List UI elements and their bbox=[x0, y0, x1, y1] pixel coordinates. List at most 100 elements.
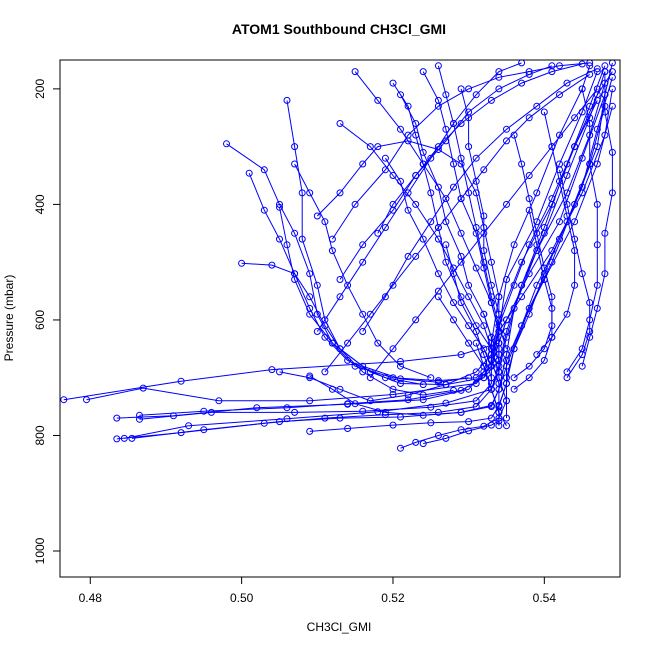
y-tick-label: 1000 bbox=[33, 537, 47, 564]
data-point bbox=[495, 293, 503, 301]
data-point bbox=[359, 258, 367, 266]
data-point bbox=[374, 96, 382, 104]
data-point bbox=[556, 166, 563, 174]
data-point bbox=[480, 362, 488, 370]
data-point bbox=[450, 183, 457, 191]
data-point bbox=[472, 264, 480, 272]
profile-series-38 bbox=[563, 85, 601, 376]
data-point bbox=[359, 241, 367, 249]
data-point bbox=[540, 356, 548, 364]
data-point bbox=[593, 241, 601, 249]
data-point bbox=[419, 411, 427, 419]
data-point bbox=[268, 261, 276, 269]
data-point bbox=[525, 362, 533, 370]
data-point bbox=[389, 172, 397, 179]
data-point bbox=[450, 299, 457, 307]
data-point bbox=[313, 212, 321, 220]
data-point bbox=[419, 68, 427, 76]
data-point bbox=[276, 235, 283, 243]
profile-series-39 bbox=[578, 68, 616, 370]
data-point bbox=[563, 172, 571, 179]
data-point bbox=[276, 368, 283, 376]
data-point bbox=[389, 421, 397, 429]
series-line bbox=[248, 173, 424, 386]
data-point bbox=[465, 322, 473, 330]
data-point bbox=[404, 189, 412, 197]
data-point bbox=[457, 408, 465, 416]
data-point bbox=[336, 120, 344, 127]
series-line bbox=[362, 68, 598, 332]
series-line bbox=[437, 296, 500, 413]
data-point bbox=[586, 120, 594, 127]
data-point bbox=[374, 143, 382, 151]
data-point bbox=[351, 200, 359, 208]
data-point bbox=[291, 408, 299, 416]
data-point bbox=[503, 397, 510, 405]
data-point bbox=[434, 293, 442, 301]
data-point bbox=[427, 218, 435, 226]
data-point bbox=[397, 362, 404, 370]
data-point bbox=[419, 235, 427, 243]
data-point bbox=[389, 385, 397, 393]
data-point bbox=[510, 374, 518, 382]
data-point bbox=[472, 328, 480, 335]
data-point bbox=[442, 195, 450, 203]
data-point bbox=[336, 293, 344, 301]
series-line bbox=[513, 210, 553, 390]
plot-frame bbox=[59, 59, 621, 578]
data-point bbox=[344, 400, 352, 408]
data-point bbox=[313, 328, 321, 335]
profile-series-45 bbox=[434, 293, 503, 416]
data-point bbox=[465, 339, 473, 347]
data-point bbox=[419, 148, 427, 156]
series-line bbox=[286, 100, 500, 386]
data-point bbox=[533, 351, 541, 359]
y-tick-label: 600 bbox=[33, 310, 47, 330]
data-point bbox=[495, 68, 503, 76]
data-point bbox=[450, 316, 457, 324]
data-point bbox=[359, 368, 367, 376]
data-point bbox=[480, 166, 488, 174]
data-point bbox=[328, 247, 336, 255]
data-point bbox=[351, 68, 359, 76]
data-point bbox=[487, 96, 495, 104]
data-point bbox=[344, 339, 352, 347]
data-point bbox=[185, 422, 193, 430]
data-point bbox=[298, 235, 306, 243]
data-point bbox=[556, 131, 563, 139]
data-point bbox=[321, 218, 329, 226]
data-point bbox=[601, 68, 609, 76]
chart-title: ATOM1 Southbound CH3Cl_GMI bbox=[232, 21, 446, 37]
data-point bbox=[457, 154, 465, 162]
data-point bbox=[525, 70, 533, 78]
data-point bbox=[593, 125, 601, 133]
data-point bbox=[548, 68, 556, 76]
data-point bbox=[434, 96, 442, 104]
data-point bbox=[374, 339, 382, 347]
data-point bbox=[472, 339, 480, 347]
series-line bbox=[339, 123, 492, 349]
series-line bbox=[581, 71, 613, 367]
plot-series bbox=[60, 59, 616, 452]
data-point bbox=[419, 440, 427, 448]
data-point bbox=[397, 358, 404, 365]
data-point bbox=[253, 404, 261, 412]
data-point bbox=[518, 281, 526, 289]
data-point bbox=[359, 160, 367, 168]
data-point bbox=[472, 177, 480, 185]
data-point bbox=[487, 401, 495, 409]
data-point bbox=[480, 247, 488, 255]
data-point bbox=[503, 200, 510, 208]
data-point bbox=[260, 166, 268, 174]
profile-series-34 bbox=[351, 68, 503, 335]
data-point bbox=[268, 366, 276, 374]
data-point bbox=[450, 386, 457, 394]
profile-series-33 bbox=[457, 85, 503, 347]
data-point bbox=[480, 212, 488, 220]
data-point bbox=[465, 189, 473, 197]
data-point bbox=[442, 125, 450, 133]
data-point bbox=[306, 270, 314, 278]
data-point bbox=[495, 422, 503, 430]
data-point bbox=[487, 385, 495, 393]
data-point bbox=[540, 276, 548, 283]
